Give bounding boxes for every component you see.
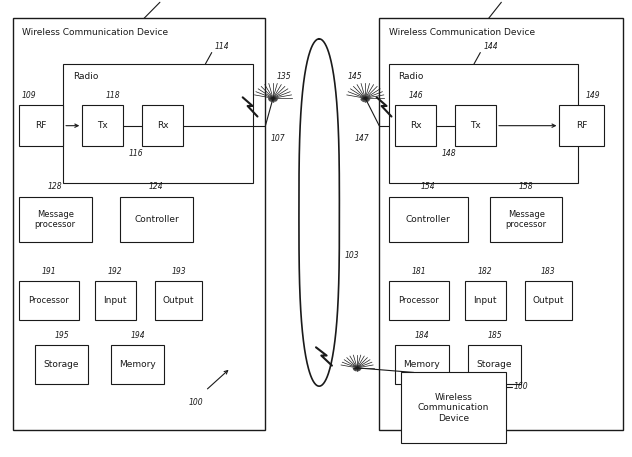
Bar	[13, 18, 265, 430]
Text: Storage: Storage	[477, 360, 513, 369]
Text: 118: 118	[106, 90, 120, 100]
Text: 193: 193	[171, 266, 186, 276]
Bar	[395, 345, 449, 384]
Text: 160: 160	[513, 382, 528, 391]
Text: 135: 135	[276, 72, 291, 81]
Text: Processor: Processor	[28, 296, 70, 305]
Text: 109: 109	[22, 90, 37, 100]
Text: Output: Output	[163, 296, 194, 305]
Text: Wireless Communication Device: Wireless Communication Device	[22, 28, 168, 37]
Bar	[82, 105, 123, 146]
Text: Output: Output	[533, 296, 564, 305]
Text: Radio: Radio	[73, 72, 98, 81]
Text: Wireless Communication Device: Wireless Communication Device	[389, 28, 535, 37]
Text: 148: 148	[441, 149, 456, 158]
Text: RF: RF	[35, 121, 47, 130]
Text: 103: 103	[344, 251, 359, 260]
Bar	[490, 197, 562, 242]
Text: Rx: Rx	[410, 121, 422, 130]
Text: Processor: Processor	[398, 296, 439, 305]
Text: Tx: Tx	[470, 121, 481, 130]
Bar	[465, 281, 506, 320]
Text: 107: 107	[270, 134, 285, 143]
Bar	[155, 281, 202, 320]
Text: 116: 116	[128, 149, 143, 158]
Text: Storage: Storage	[44, 360, 80, 369]
Bar	[35, 345, 88, 384]
Text: Controller: Controller	[134, 215, 179, 224]
Text: 154: 154	[421, 182, 435, 191]
Bar	[95, 281, 136, 320]
Text: 124: 124	[149, 182, 164, 191]
Text: 140: 140	[497, 0, 512, 1]
Text: Input: Input	[473, 296, 497, 305]
Polygon shape	[299, 39, 339, 386]
Text: Tx: Tx	[97, 121, 108, 130]
Bar	[142, 105, 183, 146]
Text: Memory: Memory	[119, 360, 156, 369]
Text: 192: 192	[108, 266, 123, 276]
Text: Wireless
Communication
Device: Wireless Communication Device	[418, 393, 489, 423]
Text: 144: 144	[483, 42, 498, 51]
Text: 102: 102	[155, 0, 171, 1]
Text: 128: 128	[48, 182, 63, 191]
Bar	[401, 372, 506, 443]
Text: Message
processor: Message processor	[506, 210, 547, 229]
Bar	[455, 105, 496, 146]
Text: 100: 100	[188, 398, 204, 407]
Bar	[63, 64, 253, 183]
Text: 194: 194	[130, 330, 145, 340]
Bar	[395, 105, 436, 146]
Text: Input: Input	[104, 296, 127, 305]
Text: 114: 114	[215, 42, 229, 51]
Bar	[389, 197, 468, 242]
Text: Memory: Memory	[403, 360, 441, 369]
Text: 183: 183	[541, 266, 556, 276]
Text: 191: 191	[42, 266, 56, 276]
Text: Rx: Rx	[157, 121, 169, 130]
Bar	[389, 281, 449, 320]
Bar	[19, 197, 92, 242]
Text: 146: 146	[408, 90, 423, 100]
Text: 181: 181	[411, 266, 426, 276]
Text: 184: 184	[415, 330, 429, 340]
Bar	[389, 64, 578, 183]
Bar	[468, 345, 521, 384]
Text: 145: 145	[348, 72, 362, 81]
Text: 195: 195	[54, 330, 69, 340]
Text: 149: 149	[586, 90, 600, 100]
Text: 185: 185	[487, 330, 502, 340]
Text: 182: 182	[478, 266, 492, 276]
Text: Message
processor: Message processor	[35, 210, 76, 229]
Text: 158: 158	[519, 182, 533, 191]
Text: RF: RF	[576, 121, 587, 130]
Bar	[111, 345, 164, 384]
Bar	[559, 105, 604, 146]
Bar	[19, 105, 63, 146]
Bar	[379, 18, 623, 430]
Text: Radio: Radio	[398, 72, 423, 81]
Bar	[120, 197, 193, 242]
Bar	[19, 281, 79, 320]
Text: Controller: Controller	[406, 215, 451, 224]
Bar	[525, 281, 572, 320]
Text: 147: 147	[355, 134, 370, 143]
